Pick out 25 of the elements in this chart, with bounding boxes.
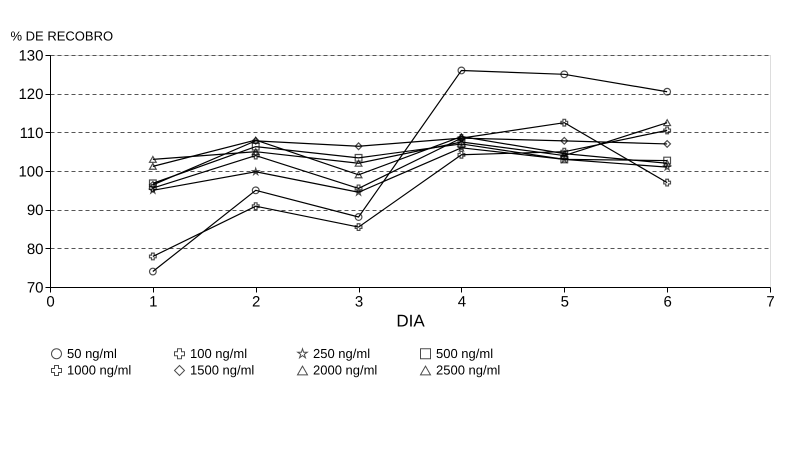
x-tick-label: 0 bbox=[46, 294, 55, 310]
y-tick-label: 110 bbox=[20, 124, 44, 142]
legend-label: 100 ng/ml bbox=[190, 346, 248, 361]
legend-label: 500 ng/ml bbox=[436, 346, 494, 361]
x-tick-label: 1 bbox=[149, 294, 158, 310]
y-tick-label: 120 bbox=[18, 86, 44, 104]
legend-label: 1000 ng/ml bbox=[67, 362, 132, 378]
y-tick-label: 100 bbox=[18, 164, 44, 180]
legend-label: 250 ng/ml bbox=[313, 346, 370, 361]
x-axis-title: DIA bbox=[396, 312, 426, 330]
x-tick-label: 6 bbox=[663, 294, 672, 310]
x-tick-label: 5 bbox=[560, 294, 569, 310]
y-tick-label: 130 bbox=[18, 48, 44, 64]
y-tick-label: 70 bbox=[26, 280, 44, 296]
legend-label: 2000 ng/ml bbox=[313, 362, 378, 378]
legend-label: 50 ng/ml bbox=[67, 346, 117, 361]
legend-label: 2500 ng/ml bbox=[436, 362, 500, 378]
x-tick-label: 4 bbox=[458, 294, 466, 310]
y-tick-label: 90 bbox=[26, 202, 44, 220]
y-axis-title: % DE RECOBRO bbox=[10, 28, 114, 44]
x-tick-label: 7 bbox=[766, 294, 775, 310]
legend-label: 1500 ng/ml bbox=[190, 362, 254, 378]
x-tick-label: 3 bbox=[354, 294, 364, 310]
y-tick-label: 80 bbox=[26, 240, 44, 258]
x-tick-label: 2 bbox=[252, 294, 260, 310]
